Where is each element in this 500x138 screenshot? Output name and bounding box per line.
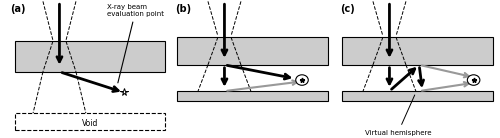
Bar — [15, 113, 165, 130]
Bar — [342, 37, 494, 65]
Circle shape — [468, 75, 480, 85]
Text: (c): (c) — [340, 4, 354, 14]
Bar — [15, 41, 165, 72]
Text: (a): (a) — [10, 4, 26, 14]
Text: X-ray beam
evaluation point: X-ray beam evaluation point — [108, 4, 164, 83]
Bar — [176, 37, 328, 65]
Text: (b): (b) — [175, 4, 191, 14]
Bar — [176, 91, 328, 101]
Text: Virtual hemisphere: Virtual hemisphere — [364, 95, 431, 136]
Bar — [342, 91, 494, 101]
Circle shape — [296, 75, 308, 85]
Text: Void: Void — [82, 119, 98, 128]
